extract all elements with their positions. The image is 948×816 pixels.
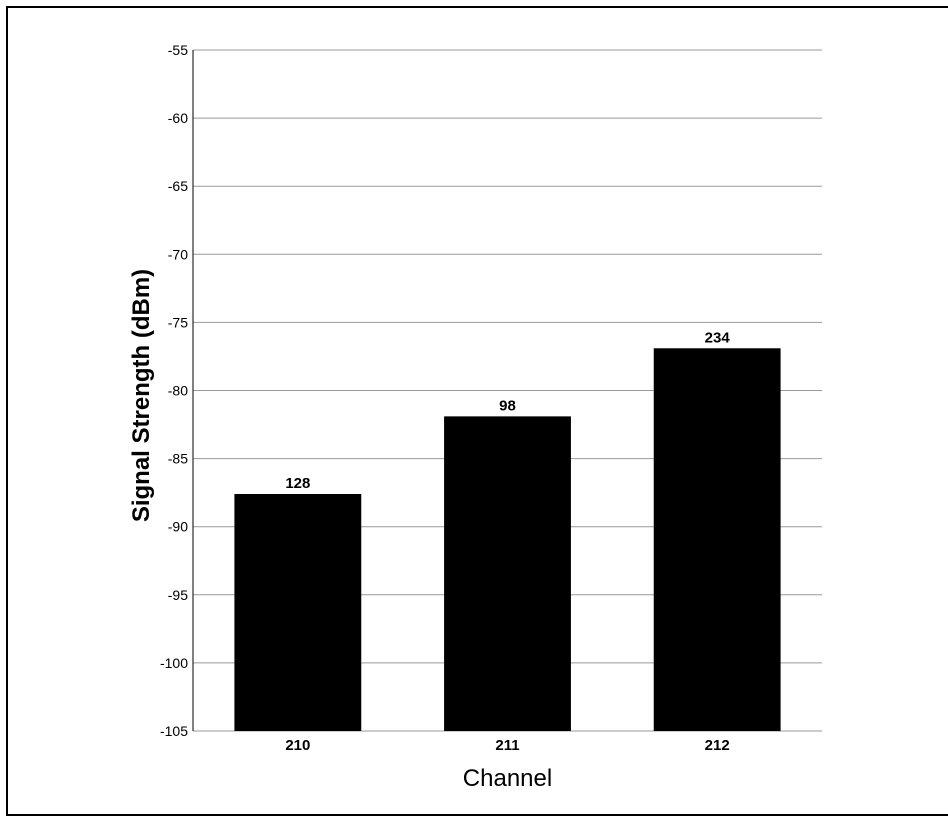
y-tick-labels: -55 -60 -65 -70 -75 -80 -85 -90 -95 -100 -105: [160, 42, 188, 739]
x-axis-title: Channel: [463, 765, 552, 792]
bar-data-label: 98: [499, 397, 516, 414]
y-tick-label: -60: [168, 110, 188, 126]
bar-data-label: 128: [285, 475, 310, 492]
bar-210: [234, 494, 362, 731]
x-tick-label: 210: [285, 737, 310, 754]
y-tick-label: -80: [168, 383, 188, 399]
y-tick-label: -95: [168, 587, 188, 603]
bar-data-label: 234: [705, 329, 731, 346]
y-tick-label: -90: [168, 519, 188, 535]
y-tick-label: -85: [168, 451, 188, 467]
y-tick-label: -75: [168, 314, 188, 330]
bar-212: [653, 348, 781, 731]
bars: [234, 348, 781, 731]
y-tick-label: -100: [160, 655, 188, 671]
data-labels: 128 98 234: [285, 329, 730, 492]
y-tick-label: -70: [168, 246, 188, 262]
y-tick-label: -55: [168, 42, 188, 58]
x-tick-labels: 210 211 212: [285, 737, 729, 754]
y-axis-title: Signal Strength (dBm): [128, 269, 155, 522]
y-tick-label: -65: [168, 178, 188, 194]
x-tick-label: 211: [495, 737, 519, 754]
x-tick-label: 212: [705, 737, 730, 754]
y-tick-label: -105: [160, 723, 188, 739]
bar-211: [444, 416, 571, 731]
